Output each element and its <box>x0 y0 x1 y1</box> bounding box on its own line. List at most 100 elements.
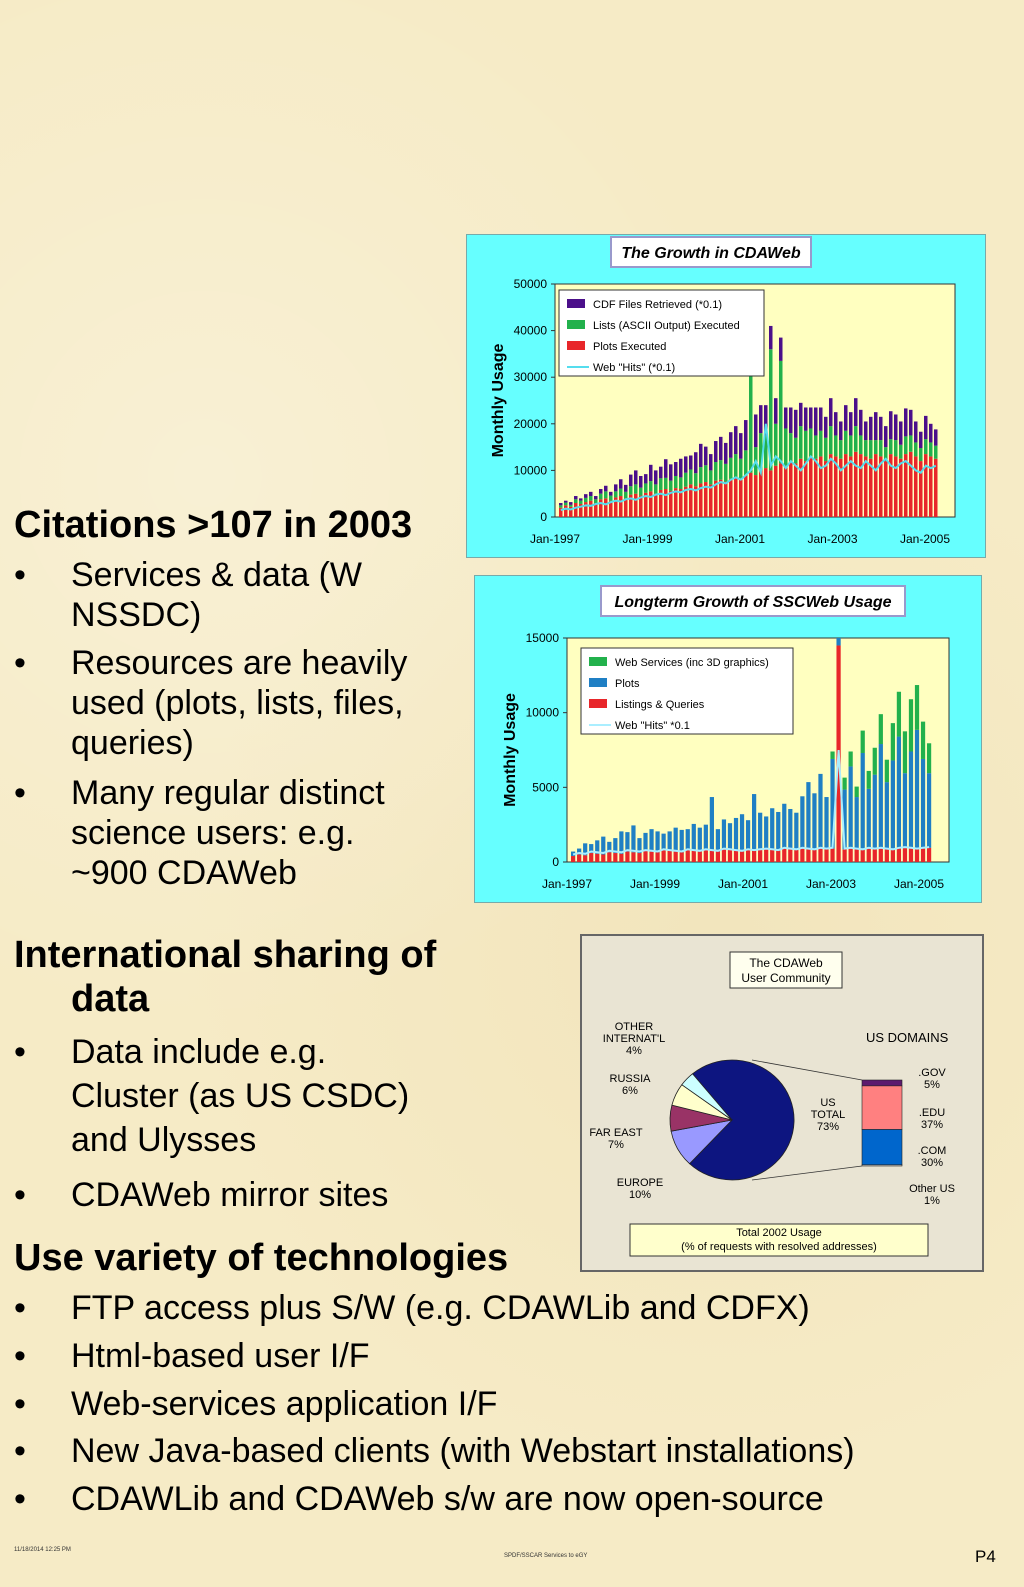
x-tick-label: Jan-1999 <box>622 532 672 546</box>
y-axis-label: Monthly Usage <box>502 693 519 807</box>
bar-segment <box>595 853 600 862</box>
bar-segment <box>894 440 898 457</box>
bar-segment <box>829 398 833 427</box>
bar-segment <box>849 435 853 457</box>
bar-segment <box>884 759 889 783</box>
y-tick-label: 0 <box>552 855 559 869</box>
us-domain-label: .EDU <box>919 1107 945 1119</box>
bar-segment <box>899 421 903 445</box>
bar-segment <box>734 477 738 517</box>
bar-segment <box>899 458 903 517</box>
bar-segment <box>909 409 913 436</box>
us-domain-segment <box>861 1079 903 1087</box>
bar-segment <box>794 463 798 517</box>
bar-segment <box>694 452 698 474</box>
bar-segment <box>794 812 799 851</box>
bar-segment <box>818 773 823 849</box>
bullet-text: NSSDC) <box>71 596 202 634</box>
bar-segment <box>899 444 903 459</box>
bar-segment <box>926 847 932 862</box>
bar-segment <box>655 831 660 853</box>
bar-segment <box>679 458 683 478</box>
x-tick-label: Jan-2003 <box>807 532 857 546</box>
bar-segment <box>619 831 624 854</box>
bar-segment <box>594 499 598 504</box>
bar-segment <box>809 456 813 517</box>
bar-segment <box>719 479 723 517</box>
bar-segment <box>819 407 823 431</box>
bar-segment <box>599 499 603 517</box>
bar-segment <box>890 850 895 862</box>
bar-segment <box>764 468 768 517</box>
pie-title-line: The CDAWeb <box>749 956 823 970</box>
bar-segment <box>569 506 573 517</box>
bar-segment <box>654 470 658 485</box>
section-heading: Use variety of technologies <box>14 1237 509 1279</box>
bar-segment <box>629 494 633 517</box>
bar-segment <box>902 847 908 862</box>
bar-segment <box>689 469 693 485</box>
y-axis-label: Monthly Usage <box>490 344 507 458</box>
bar-segment <box>584 497 588 503</box>
bar-segment <box>577 848 582 855</box>
bar-segment <box>729 457 733 479</box>
bar-segment <box>896 691 902 737</box>
bar-segment <box>691 823 696 851</box>
bar-segment <box>607 841 612 853</box>
bar-segment <box>604 485 608 492</box>
pie-slice-label: EUROPE <box>617 1177 663 1189</box>
bar-segment <box>814 458 818 517</box>
y-tick-label: 20000 <box>514 417 548 431</box>
bar-segment <box>744 475 748 517</box>
bar-segment <box>729 478 733 517</box>
bar-segment <box>613 853 618 862</box>
bar-segment <box>639 475 643 488</box>
bar-segment <box>654 493 658 517</box>
bar-segment <box>908 699 914 752</box>
bar-segment <box>759 405 763 434</box>
bar-segment <box>634 470 638 485</box>
us-domains-title: US DOMAINS <box>866 1030 949 1045</box>
bar-segment <box>752 850 757 862</box>
bar-segment <box>920 758 926 849</box>
bar-segment <box>714 441 718 463</box>
bar-segment <box>634 484 638 494</box>
legend-swatch <box>567 299 585 308</box>
y-tick-label: 15000 <box>526 631 560 645</box>
bar-segment <box>896 848 902 862</box>
bar-segment <box>924 454 928 517</box>
bar-segment <box>734 426 738 455</box>
chart-title: Longterm Growth of SSCWeb Usage <box>614 594 891 611</box>
bar-segment <box>774 465 778 517</box>
bar-segment <box>926 773 932 848</box>
bar-segment <box>834 435 838 457</box>
bar-segment <box>879 440 883 457</box>
bar-segment <box>752 794 757 851</box>
bar-segment <box>818 848 823 862</box>
bullet-text: CDAWeb mirror sites <box>71 1176 389 1214</box>
connector-line <box>751 1165 863 1181</box>
bar-segment <box>884 782 889 850</box>
bar-segment <box>919 448 923 462</box>
bar-segment <box>919 461 923 517</box>
x-tick-label: Jan-2001 <box>718 877 768 891</box>
bar-segment <box>673 851 678 862</box>
bar-segment <box>674 488 678 517</box>
legend-label: Web "Hits" (*0.1) <box>593 362 675 374</box>
bar-segment <box>674 462 678 476</box>
bar-segment <box>776 850 781 862</box>
bar-segment <box>824 416 828 438</box>
bar-segment <box>804 430 808 462</box>
bullet-marker: • <box>14 1033 26 1071</box>
bar-segment <box>839 458 843 517</box>
bar-segment <box>649 481 653 492</box>
bar-segment <box>844 454 848 517</box>
bar-segment <box>569 502 573 505</box>
bar-segment <box>866 848 871 862</box>
bar-segment <box>694 473 698 487</box>
bar-segment <box>715 851 721 862</box>
bar-segment <box>703 850 708 862</box>
bar-segment <box>654 484 658 494</box>
bar-segment <box>745 850 751 862</box>
pie-slice-label: US <box>820 1097 835 1109</box>
